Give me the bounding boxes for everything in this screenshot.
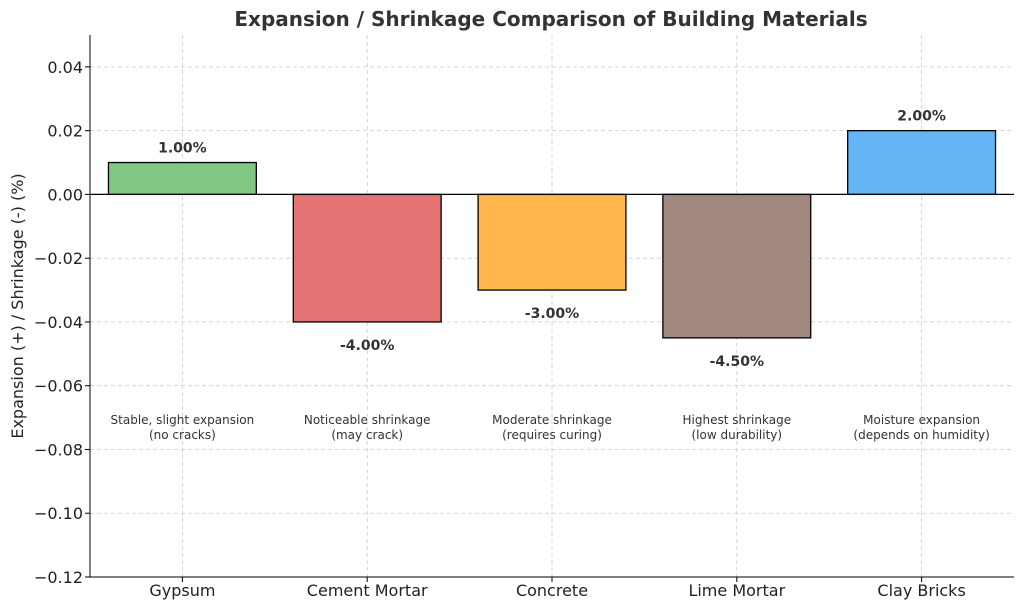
chart-title: Expansion / Shrinkage Comparison of Buil… <box>234 7 867 31</box>
annotation-note: Highest shrinkage <box>683 413 792 427</box>
y-tick-label: −0.04 <box>34 313 83 332</box>
annotation-note: (depends on humidity) <box>853 428 989 442</box>
x-tick-label: Lime Mortar <box>688 581 785 600</box>
y-tick-label: −0.08 <box>34 440 83 459</box>
y-tick-label: −0.06 <box>34 377 83 396</box>
bar-concrete <box>477 193 627 291</box>
data-label: -4.50% <box>710 354 764 370</box>
bar-clay-bricks <box>847 129 997 196</box>
y-axis-label: Expansion (+) / Shrinkage (-) (%) <box>8 173 27 438</box>
annotation-note: (may crack) <box>331 428 403 442</box>
x-tick-label: Cement Mortar <box>307 581 428 600</box>
x-tick-label: Clay Bricks <box>877 581 965 600</box>
y-tick-label: −0.12 <box>34 568 83 587</box>
axes-layer <box>85 35 1014 582</box>
annotation-note: (requires curing) <box>502 428 602 442</box>
annotation-note: Stable, slight expansion <box>111 413 255 427</box>
bar-lime-mortar <box>662 193 812 339</box>
annotation-note: Moisture expansion <box>863 413 980 427</box>
bar-cement-mortar <box>292 193 442 323</box>
y-tick-label: −0.10 <box>34 504 83 523</box>
data-label: -3.00% <box>525 306 579 322</box>
labels-layer: −0.12 −0.10 −0.08 −0.06 −0.04 −0.02 0.00 0.02 0.… <box>34 58 990 600</box>
y-tick-label: 0.02 <box>47 122 83 141</box>
bars-layer <box>107 129 997 339</box>
annotation-note: Noticeable shrinkage <box>304 413 431 427</box>
annotation-note: Moderate shrinkage <box>492 413 612 427</box>
bar-gypsum <box>107 161 257 196</box>
annotation-note: (no cracks) <box>149 428 216 442</box>
y-tick-label: 0.00 <box>47 185 83 204</box>
data-label: 1.00% <box>158 141 207 157</box>
x-tick-label: Concrete <box>516 581 588 600</box>
y-tick-label: 0.04 <box>47 58 83 77</box>
y-tick-label: −0.02 <box>34 249 83 268</box>
x-tick-label: Gypsum <box>149 581 215 600</box>
data-label: -4.00% <box>340 338 394 354</box>
data-label: 2.00% <box>897 109 946 125</box>
annotation-note: (low durability) <box>691 428 782 442</box>
